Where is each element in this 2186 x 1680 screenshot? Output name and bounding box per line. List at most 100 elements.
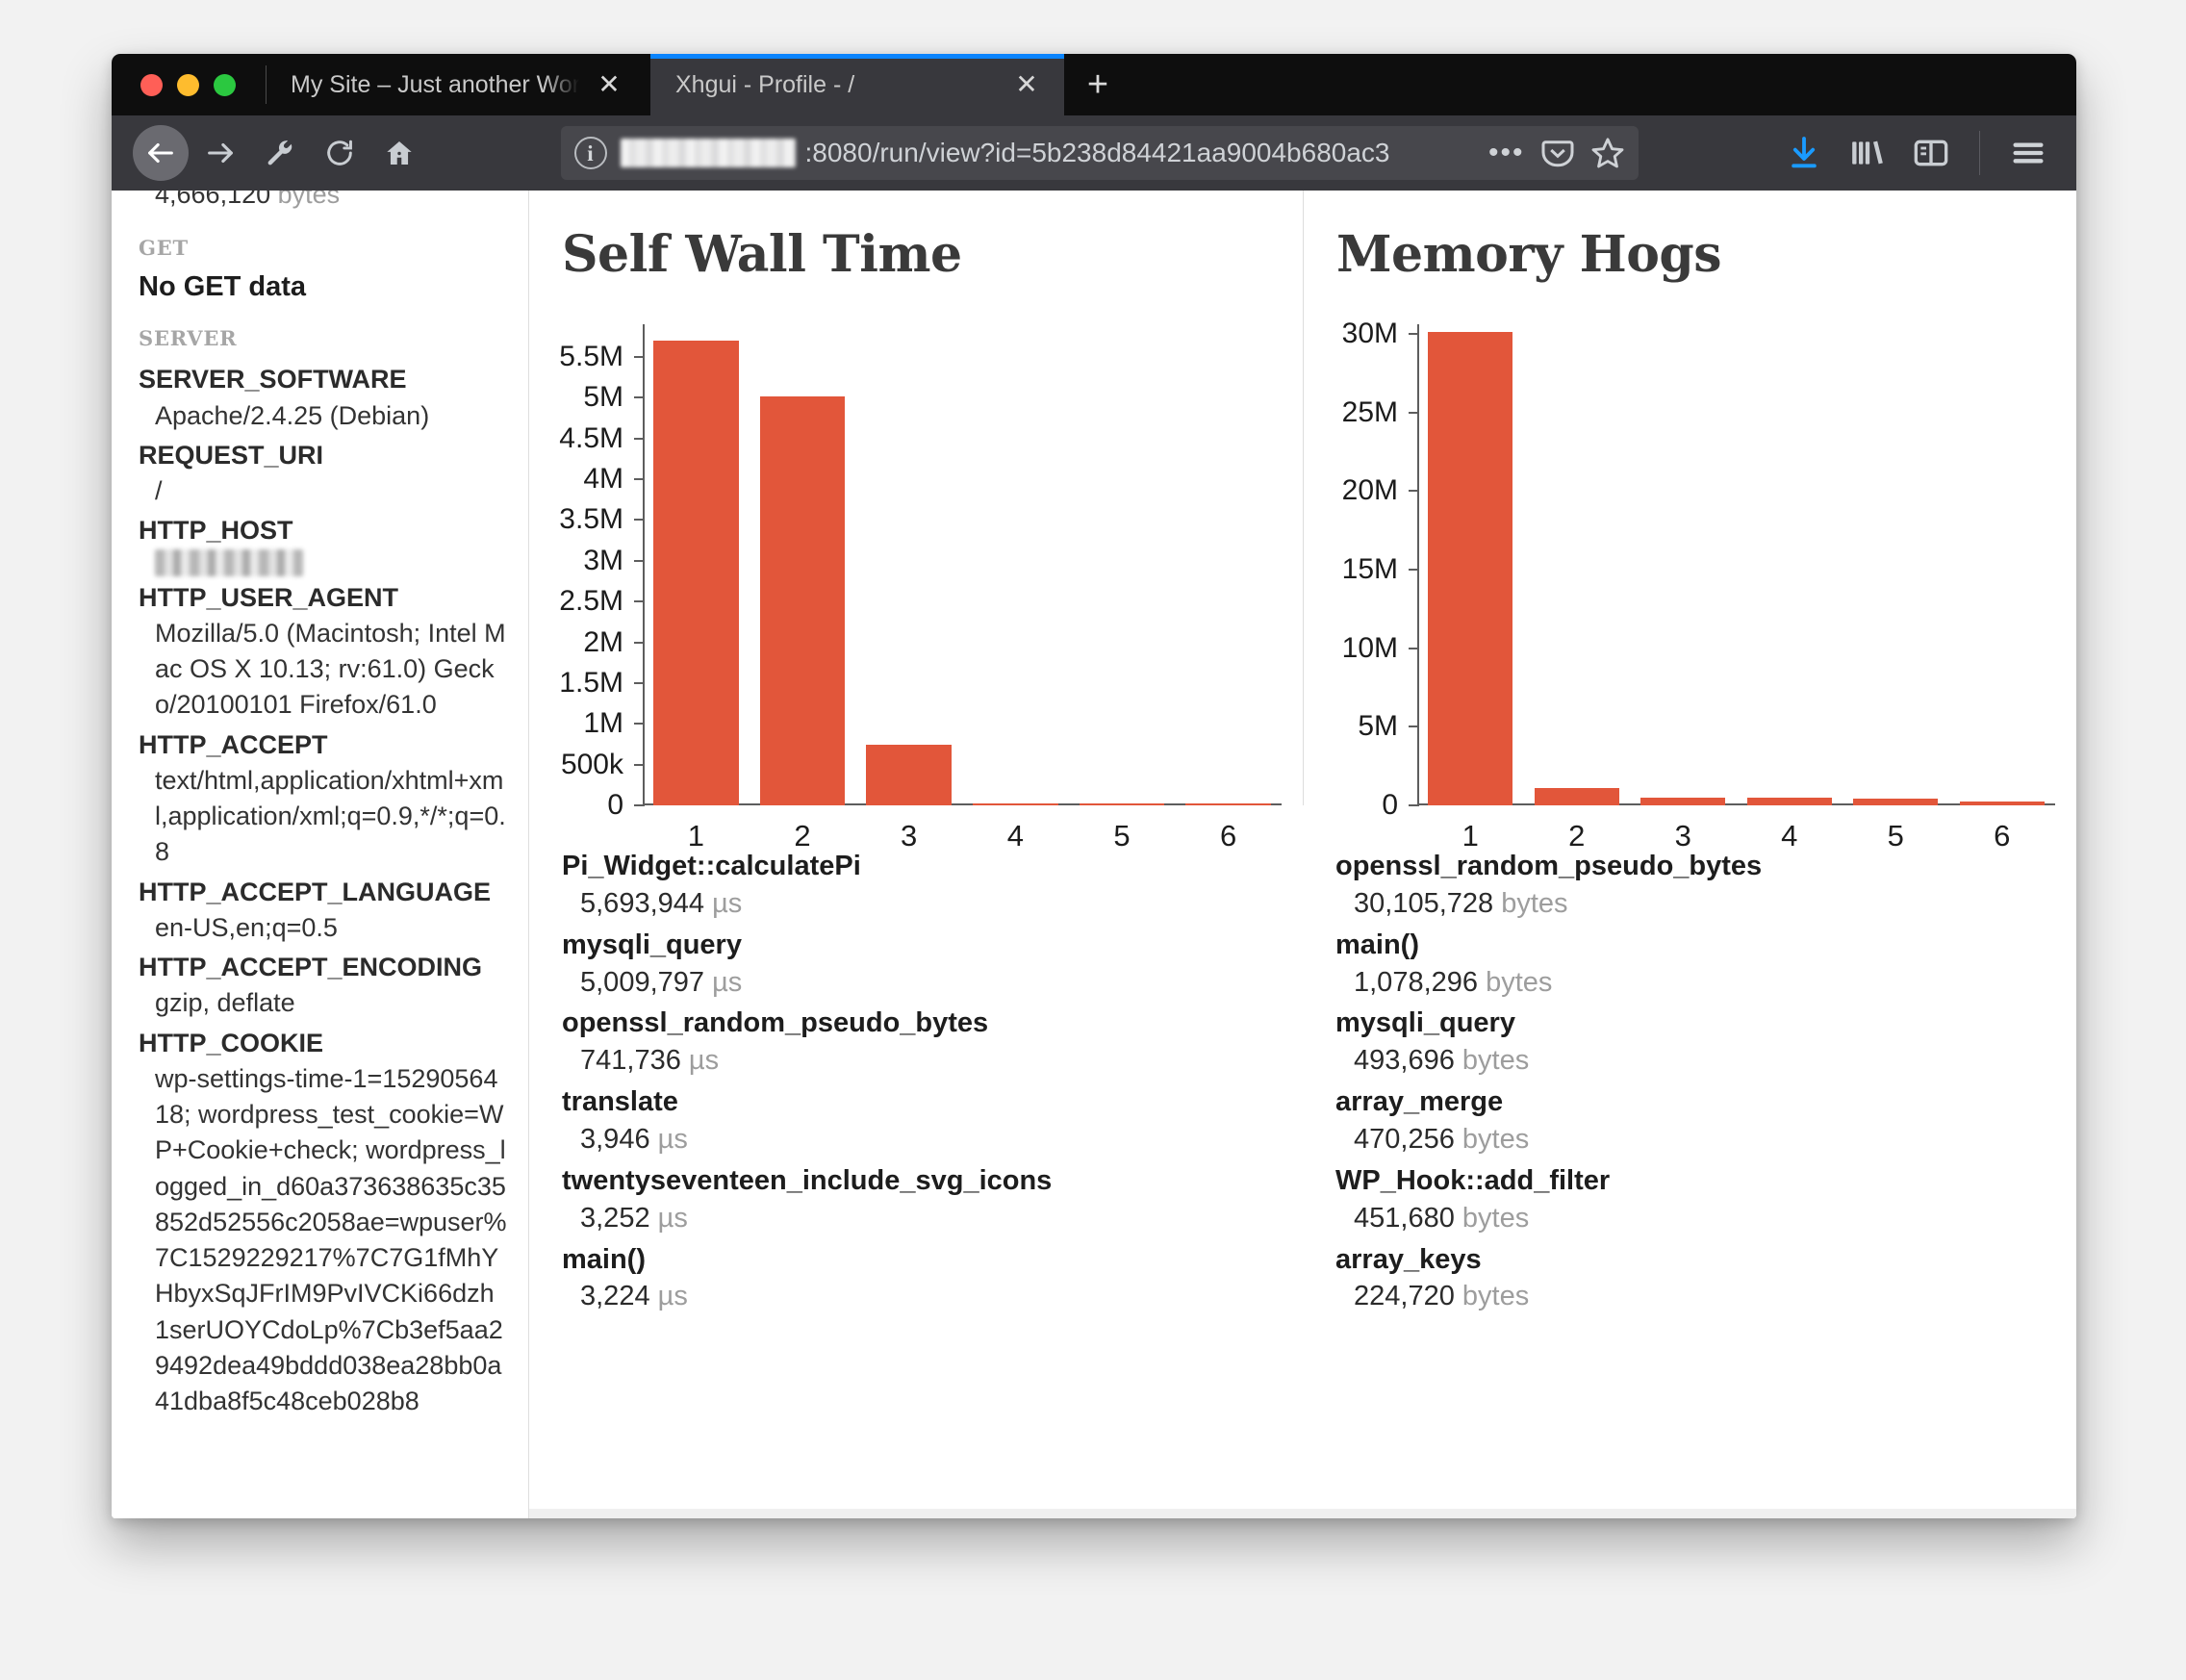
info-icon[interactable]: i xyxy=(573,137,607,169)
sidebar-section-title: SERVER xyxy=(139,326,238,351)
sidebar-row-value: wp-settings-time-1=1529056418; wordpress… xyxy=(155,1063,507,1415)
list-item-name[interactable]: main() xyxy=(1335,929,1419,960)
sidebar-row-value: Mozilla/5.0 (Macintosh; Intel Mac OS X 1… xyxy=(155,618,506,720)
close-window-button[interactable] xyxy=(140,73,163,96)
hamburger-menu-icon[interactable] xyxy=(2001,126,2055,180)
list-item-name[interactable]: WP_Hook::add_filter xyxy=(1335,1164,1611,1196)
sidebar-row-value: gzip, deflate xyxy=(155,988,295,1018)
window-controls xyxy=(112,54,266,115)
new-tab-button[interactable]: + xyxy=(1086,64,1109,105)
y-axis-tick xyxy=(634,437,645,440)
y-axis-tick xyxy=(1409,568,1419,571)
y-axis-tick-label: 4.5M xyxy=(559,421,623,454)
y-axis-tick xyxy=(634,559,645,562)
list-item-name[interactable]: translate xyxy=(562,1086,678,1118)
bar[interactable] xyxy=(1853,798,1939,805)
wrench-icon[interactable] xyxy=(252,125,308,181)
tab-xhgui-profile[interactable]: Xhgui - Profile - / ✕ xyxy=(650,54,1064,115)
close-icon[interactable]: ✕ xyxy=(597,69,621,99)
back-arrow-icon[interactable] xyxy=(133,125,189,181)
bar[interactable] xyxy=(759,396,846,805)
pocket-icon[interactable] xyxy=(1540,136,1575,170)
library-icon[interactable] xyxy=(1841,126,1894,180)
list-item-value: 470,256 bytes xyxy=(1335,1121,2076,1158)
chart-self-wall-time: Self Wall Time 0 500k 1M 1.5M 2M 2.5M 3M 3.5M 4M… xyxy=(529,191,1303,853)
maximize-window-button[interactable] xyxy=(214,73,236,96)
x-axis-tick-label: 1 xyxy=(1462,819,1479,853)
list-item-name[interactable]: Pi_Widget::calculatePi xyxy=(562,851,861,881)
page-content: 4,666,120 bytes GET No GET data SERVER SERVE… xyxy=(112,191,2076,1518)
bar[interactable] xyxy=(866,745,952,805)
horizontal-scrollbar[interactable] xyxy=(529,1509,2076,1518)
y-axis-tick-label: 500k xyxy=(560,748,623,780)
bookmark-star-icon[interactable] xyxy=(1590,136,1625,170)
y-axis-tick xyxy=(1409,332,1419,335)
navigation-toolbar: i :8080/run/view?id=5b238d84421aa9004b68… xyxy=(112,115,2076,191)
value-unit: µs xyxy=(657,1281,688,1312)
list-item-name[interactable]: twentyseventeen_include_svg_icons xyxy=(562,1164,1053,1196)
value-number: 1,078,296 xyxy=(1354,966,1479,998)
bar[interactable] xyxy=(1534,788,1619,805)
bar[interactable] xyxy=(1746,798,1832,805)
bar[interactable] xyxy=(653,341,739,805)
chart-title: Self Wall Time xyxy=(562,225,962,284)
y-axis-line xyxy=(1417,324,1419,805)
y-axis-tick-label: 2.5M xyxy=(559,585,623,618)
browser-window: My Site – Just another WordPress si ✕ Xh… xyxy=(112,54,2076,1518)
sidebar-row-value: Apache/2.4.25 (Debian) xyxy=(155,400,430,430)
list-item-name[interactable]: openssl_random_pseudo_bytes xyxy=(562,1007,989,1039)
url-input[interactable]: :8080/run/view?id=5b238d84421aa9004b680a… xyxy=(804,138,1390,167)
plot-inner: 0 5M 10M 15M 20M 25M 30M 1 2 3 4 5 6 xyxy=(1304,318,2055,853)
list-item-name[interactable]: mysqli_query xyxy=(1335,1007,1515,1039)
y-axis-tick xyxy=(1409,804,1419,806)
bar[interactable] xyxy=(973,803,1058,805)
list-item-name[interactable]: mysqli_query xyxy=(562,929,742,960)
sidebar-row-key: REQUEST_URI xyxy=(139,440,324,470)
sidebar-row-key: HTTP_HOST xyxy=(139,516,293,546)
reload-icon[interactable] xyxy=(312,125,368,181)
url-bar-container: i :8080/run/view?id=5b238d84421aa9004b68… xyxy=(431,126,1767,180)
y-axis-tick-label: 5M xyxy=(1358,710,1398,743)
home-icon[interactable] xyxy=(371,125,427,181)
y-axis-tick xyxy=(634,396,645,399)
sidebar-row-key: HTTP_COOKIE xyxy=(139,1028,324,1057)
y-axis-tick xyxy=(1409,411,1419,414)
charts-row: Self Wall Time 0 500k 1M 1.5M 2M 2.5M 3M 3.5M 4M… xyxy=(529,191,2076,853)
minimize-window-button[interactable] xyxy=(177,73,199,96)
list-memory-hogs: openssl_random_pseudo_bytes 30,105,728 by… xyxy=(1303,844,2076,1315)
bar[interactable] xyxy=(1079,803,1165,805)
y-axis-tick xyxy=(634,723,645,725)
x-axis-tick-label: 3 xyxy=(1674,819,1691,853)
y-axis-tick-label: 25M xyxy=(1341,395,1398,428)
y-axis-tick xyxy=(634,478,645,481)
sidebar-body: 4,666,120 bytes GET No GET data SERVER SERVE… xyxy=(139,191,507,1419)
profile-main-panel: Self Wall Time 0 500k 1M 1.5M 2M 2.5M 3M 3.5M 4M… xyxy=(529,191,2076,1518)
tab-my-site[interactable]: My Site – Just another WordPress si ✕ xyxy=(266,54,650,115)
sidebar-toggle-icon[interactable] xyxy=(1904,126,1958,180)
x-axis-tick-label: 6 xyxy=(1220,819,1237,853)
sidebar-row-key: HTTP_ACCEPT_LANGUAGE xyxy=(139,877,492,906)
y-axis-tick-label: 5.5M xyxy=(559,340,623,372)
sidebar-row-value-redacted xyxy=(155,548,303,576)
list-item-name[interactable]: array_merge xyxy=(1335,1086,1504,1118)
bar[interactable] xyxy=(1185,803,1271,805)
list-item-name[interactable]: openssl_random_pseudo_bytes xyxy=(1335,851,1763,881)
list-item-name[interactable]: main() xyxy=(562,1243,646,1275)
forward-arrow-icon[interactable] xyxy=(192,125,248,181)
bar[interactable] xyxy=(1640,797,1726,805)
close-icon[interactable]: ✕ xyxy=(1015,69,1038,99)
y-axis-tick xyxy=(634,355,645,358)
x-axis-tick-label: 5 xyxy=(1887,819,1904,853)
y-axis-tick-label: 5M xyxy=(583,381,623,414)
url-bar[interactable]: i :8080/run/view?id=5b238d84421aa9004b68… xyxy=(560,126,1639,180)
bar[interactable] xyxy=(1959,802,2045,805)
y-axis-tick xyxy=(1409,725,1419,728)
request-metadata-sidebar[interactable]: 4,666,120 bytes GET No GET data SERVER SERVE… xyxy=(112,191,529,1518)
x-axis-tick-label: 3 xyxy=(901,819,918,853)
list-item-name[interactable]: array_keys xyxy=(1335,1243,1482,1275)
y-axis-tick-label: 0 xyxy=(607,789,623,821)
bar[interactable] xyxy=(1428,332,1513,805)
download-icon[interactable] xyxy=(1777,126,1831,180)
page-actions-icon[interactable]: ••• xyxy=(1487,137,1525,168)
